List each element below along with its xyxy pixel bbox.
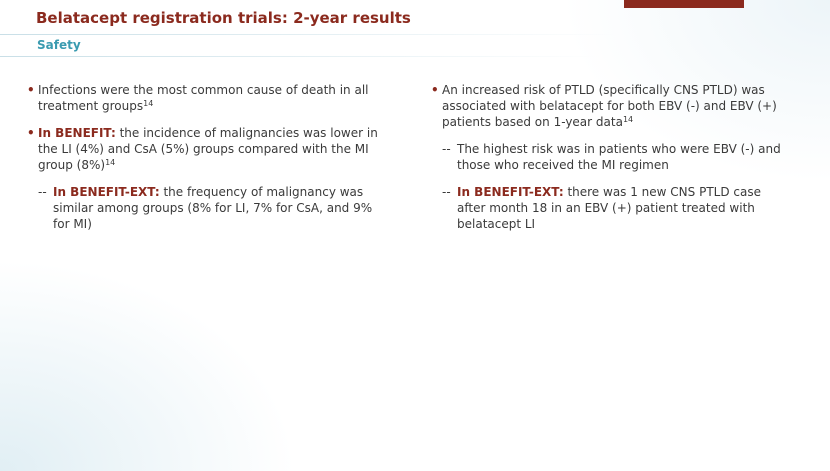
sub-bullet-benefit-ext-ptld: -- In BENEFIT-EXT: there was 1 new CNS P…	[430, 184, 790, 232]
accent-bar	[624, 0, 744, 8]
bullet-benefit-malignancies: • In BENEFIT: the incidence of malignanc…	[26, 125, 386, 173]
sub-bullet-text: the frequency of malignancy was similar …	[53, 185, 373, 231]
sub-bullet-text: The highest risk was in patients who wer…	[457, 142, 781, 172]
study-label: In BENEFIT-EXT:	[53, 185, 160, 199]
section-subtitle: Safety	[37, 38, 81, 52]
bullet-infections: • Infections were the most common cause …	[26, 82, 386, 114]
bullet-ptld-risk: • An increased risk of PTLD (specificall…	[430, 82, 790, 130]
dash-marker: --	[442, 185, 451, 199]
divider-bottom	[0, 56, 600, 57]
bullet-text: the incidence of malignancies was lower …	[38, 126, 378, 172]
study-label: In BENEFIT:	[38, 126, 116, 140]
bullet-marker: •	[27, 83, 35, 97]
sub-bullet-benefit-ext: -- In BENEFIT-EXT: the frequency of mali…	[26, 184, 386, 232]
dash-marker: --	[442, 142, 451, 156]
bullet-text: Infections were the most common cause of…	[38, 83, 369, 113]
dash-marker: --	[38, 185, 47, 199]
divider-top	[0, 34, 620, 35]
left-column: • Infections were the most common cause …	[26, 82, 386, 243]
reference-superscript: 14	[622, 115, 634, 124]
sub-bullet-text: there was 1 new CNS PTLD case after mont…	[457, 185, 761, 231]
right-column: • An increased risk of PTLD (specificall…	[430, 82, 790, 243]
bullet-text: An increased risk of PTLD (specifically …	[442, 83, 777, 129]
page-title: Belatacept registration trials: 2-year r…	[36, 9, 411, 27]
bullet-marker: •	[431, 83, 439, 97]
reference-superscript: 14	[143, 99, 154, 108]
sub-bullet-highest-risk: -- The highest risk was in patients who …	[430, 141, 790, 173]
bullet-marker: •	[27, 126, 35, 140]
reference-superscript: 14	[105, 158, 116, 167]
study-label: In BENEFIT-EXT:	[457, 185, 564, 199]
